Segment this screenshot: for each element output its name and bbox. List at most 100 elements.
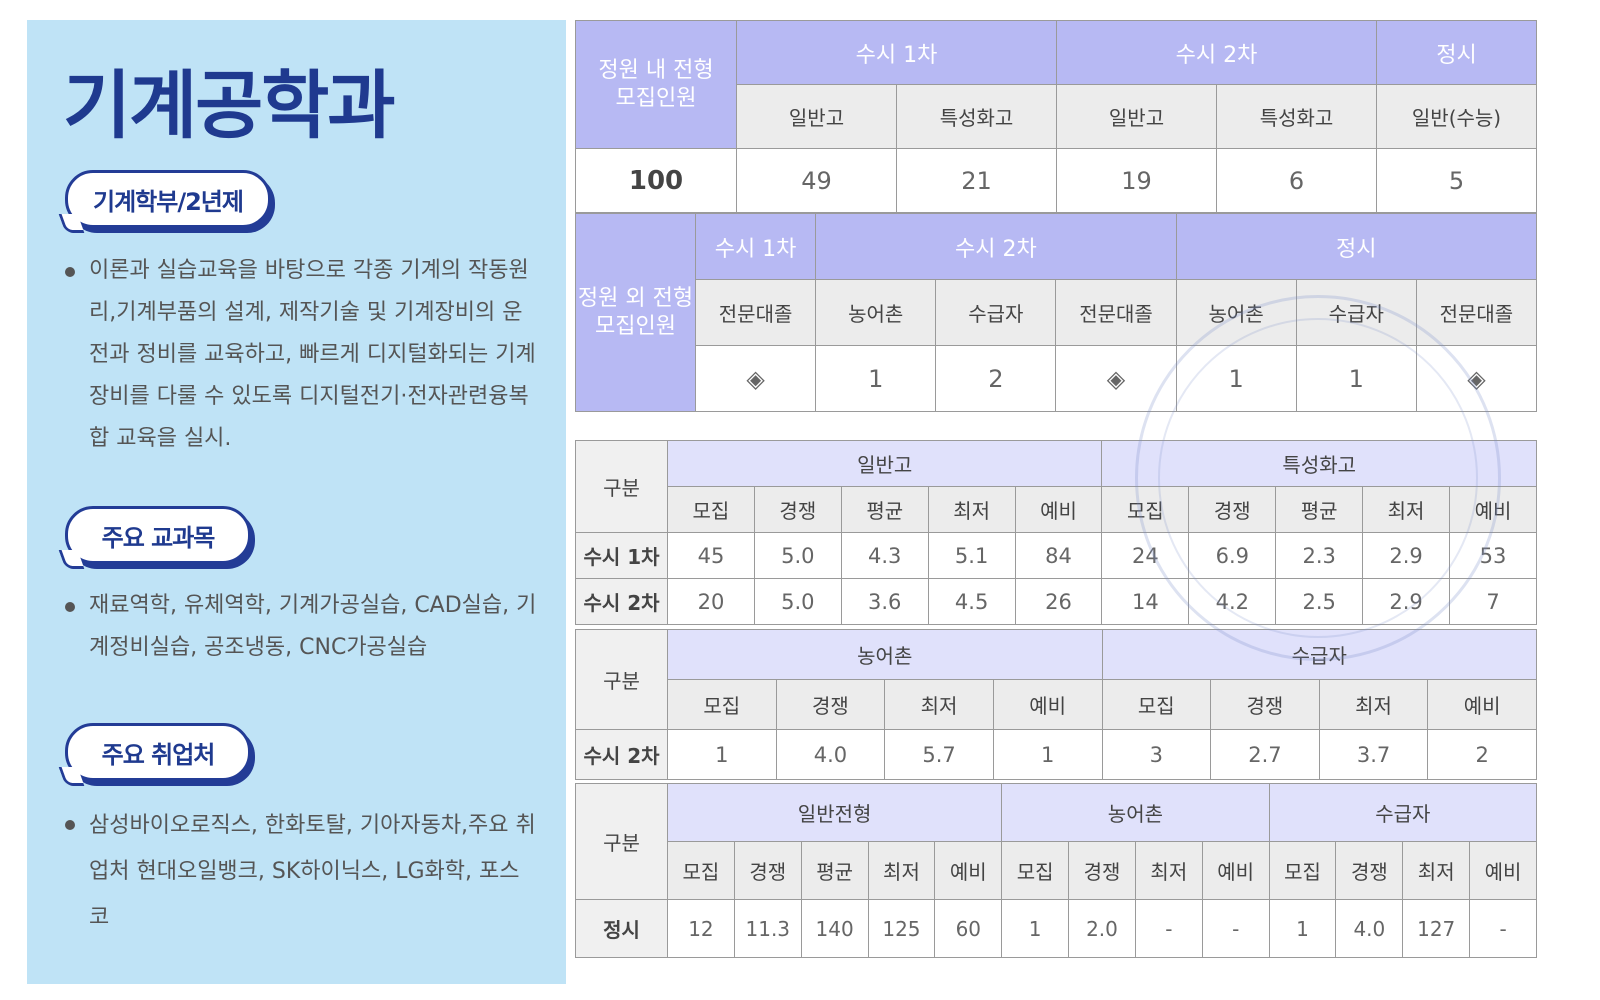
table-cell: ◈ (1415, 345, 1538, 412)
quota-in-table: 정원 내 전형 모집인원 수시 1차 수시 2차 정시 일반고 특성화고 일반고… (575, 20, 1537, 213)
column-header: 경쟁 (1068, 841, 1136, 900)
table-cell: 60 (934, 899, 1003, 958)
table-cell: 1 (1175, 345, 1297, 412)
group-header: 수급자 (1268, 783, 1538, 842)
column-header: 경쟁 (733, 841, 802, 900)
sub-header: 전문대졸 (1055, 279, 1177, 346)
table-cell: 3.6 (840, 578, 929, 625)
column-header: 예비 (1449, 486, 1537, 533)
group-header: 수시 2차 (1056, 20, 1377, 85)
column-header: 예비 (934, 841, 1003, 900)
table-cell: 3 (1101, 729, 1212, 780)
table-cell: 1 (667, 729, 777, 780)
section-badge-courses: 주요 교과목 (65, 506, 251, 564)
table-row: 수시 2차 20 5.0 3.6 4.5 26 14 4.2 2.5 2.9 7 (575, 578, 1537, 625)
sub-header: 특성화고 (896, 84, 1057, 149)
column-header: 모집 (1101, 486, 1190, 533)
table-row: 수시 1차 45 5.0 4.3 5.1 84 24 6.9 2.3 2.9 5… (575, 532, 1537, 579)
column-header: 최저 (867, 841, 936, 900)
table-cell: 6 (1216, 148, 1377, 213)
table-row: 수시 2차 1 4.0 5.7 1 3 2.7 3.7 2 (575, 729, 1537, 780)
column-header: 평균 (1275, 486, 1364, 533)
sub-header: 농어촌 (1175, 279, 1297, 346)
table-cell: 4.3 (840, 532, 929, 579)
table-row: 정시 12 11.3 140 125 60 1 2.0 - - 1 4.0 12… (575, 899, 1537, 958)
bullet-icon (65, 602, 75, 612)
sub-header: 일반(수능) (1376, 84, 1537, 149)
table-cell: 1 (1295, 345, 1417, 412)
table-cell: 4.0 (775, 729, 886, 780)
table-cell: 1 (815, 345, 937, 412)
group-header: 수시 2차 (815, 213, 1177, 280)
column-header: 모집 (667, 841, 735, 900)
table-cell: 4.5 (927, 578, 1016, 625)
table-cell: 24 (1101, 532, 1190, 579)
sub-header: 일반고 (736, 84, 897, 149)
table-cell: 45 (667, 532, 755, 579)
column-header: 모집 (667, 679, 777, 730)
group-header: 정시 (1376, 20, 1537, 85)
column-header: 예비 (1469, 841, 1537, 900)
column-header: 최저 (927, 486, 1016, 533)
sub-header: 특성화고 (1216, 84, 1377, 149)
table-cell: 84 (1014, 532, 1103, 579)
column-header: 예비 (1427, 679, 1537, 730)
table-cell: 140 (800, 899, 869, 958)
section-badge-division: 기계학부/2년제 (65, 170, 271, 228)
column-header: 평균 (800, 841, 869, 900)
table-cell: 6.9 (1188, 532, 1277, 579)
group-header: 수급자 (1101, 629, 1537, 680)
column-header: 예비 (992, 679, 1103, 730)
row-label: 정시 (575, 899, 668, 958)
table-cell: 2.5 (1275, 578, 1364, 625)
group-header: 농어촌 (1001, 783, 1270, 842)
group-header: 수시 1차 (694, 213, 817, 280)
column-header: 모집 (1101, 679, 1212, 730)
division-description: 이론과 실습교육을 바탕으로 각종 기계의 작동원리,기계부품의 설계, 제작기… (89, 258, 536, 451)
sub-header: 전문대졸 (694, 279, 817, 346)
column-header: 최저 (1318, 679, 1429, 730)
stats-table-special: 구분 농어촌 수급자 모집 경쟁 최저 예비 모집 경쟁 최저 예비 수시 2차… (575, 629, 1537, 780)
department-title: 기계공학과 (63, 63, 395, 149)
table-cell: 4.2 (1188, 578, 1277, 625)
courses-description: 재료역학, 유체역학, 기계가공실습, CAD실습, 기계정비실습, 공조냉동,… (89, 593, 537, 660)
table-cell: 14 (1101, 578, 1190, 625)
column-header: 경쟁 (775, 679, 886, 730)
column-header: 평균 (840, 486, 929, 533)
sub-header: 전문대졸 (1415, 279, 1538, 346)
group-header: 농어촌 (667, 629, 1103, 680)
table-cell: 2.9 (1362, 578, 1451, 625)
column-header: 예비 (1201, 841, 1270, 900)
quota-out-row-label: 정원 외 전형 모집인원 (575, 213, 696, 412)
table-cell: 2.0 (1068, 899, 1136, 958)
department-panel: 기계공학과 기계학부/2년제 이론과 실습교육을 바탕으로 각종 기계의 작동원… (27, 20, 566, 984)
column-header: 최저 (1362, 486, 1451, 533)
column-header: 최저 (884, 679, 994, 730)
column-header: 최저 (1402, 841, 1471, 900)
table-cell: 53 (1449, 532, 1537, 579)
table-cell: 2.3 (1275, 532, 1364, 579)
group-header: 일반고 (666, 440, 1103, 487)
corner-label: 구분 (575, 440, 668, 533)
table-cell: - (1201, 899, 1270, 958)
table-cell: 5.1 (927, 532, 1016, 579)
group-header: 수시 1차 (736, 20, 1057, 85)
column-header: 경쟁 (1335, 841, 1404, 900)
table-cell: 3.7 (1318, 729, 1429, 780)
table-cell: - (1469, 899, 1537, 958)
table-cell: 19 (1056, 148, 1217, 213)
table-cell: 21 (896, 148, 1057, 213)
group-header: 일반전형 (666, 783, 1003, 842)
table-cell: 5.7 (884, 729, 994, 780)
table-cell: 11.3 (733, 899, 802, 958)
column-header: 최저 (1134, 841, 1203, 900)
table-cell: 49 (736, 148, 897, 213)
table-cell: 1 (1268, 899, 1337, 958)
table-cell: 1 (992, 729, 1103, 780)
sub-header: 수급자 (1295, 279, 1417, 346)
sub-header: 일반고 (1056, 84, 1217, 149)
bullet-icon (65, 267, 75, 277)
table-cell: 2 (1427, 729, 1537, 780)
quota-out-table: 정원 외 전형 모집인원 수시 1차 수시 2차 정시 전문대졸 농어촌 수급자… (575, 213, 1538, 412)
table-cell: ◈ (694, 345, 817, 412)
